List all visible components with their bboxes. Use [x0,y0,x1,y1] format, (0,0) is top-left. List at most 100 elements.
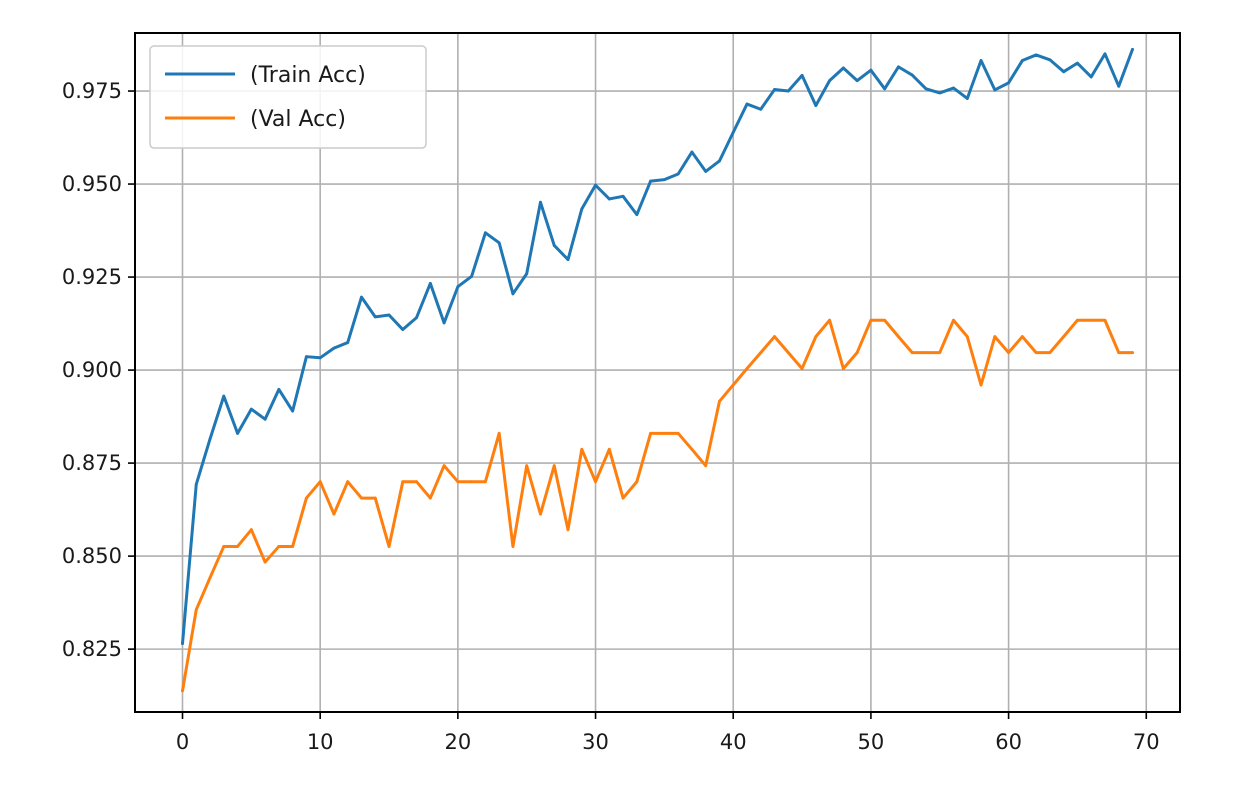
data-point [910,73,914,77]
data-point [786,351,790,354]
data-point [539,200,542,204]
data-point [1034,351,1038,354]
data-point [305,496,308,500]
data-point [786,89,790,93]
data-point [401,480,405,484]
data-point [594,183,597,187]
data-point [525,272,529,276]
series-line [181,47,1134,646]
data-point [828,318,831,322]
data-point [1007,81,1010,85]
data-point [979,383,983,387]
data-point [1089,318,1093,322]
data-point [291,409,295,413]
data-point [346,341,350,344]
data-point [745,367,749,370]
data-point [566,258,570,261]
data-point [1089,75,1093,79]
legend-label: (Train Acc) [250,63,366,88]
data-point [635,213,639,216]
data-point [1048,58,1052,62]
data-point [305,355,308,359]
data-point [580,207,584,211]
series-layer [181,47,1134,693]
data-point [484,231,487,235]
data-point [621,194,625,198]
series-val-acc [181,318,1134,693]
data-point [965,335,969,338]
data-point [470,480,474,484]
data-point [456,285,460,289]
data-point [814,335,818,338]
data-point [649,179,653,183]
x-tick-label: 10 [307,730,334,754]
x-tick-label: 20 [444,730,471,754]
data-point [773,335,776,338]
data-point [539,512,542,516]
data-point [1076,61,1079,65]
data-point [1076,318,1079,322]
data-point [222,545,226,548]
data-point [662,431,666,435]
data-point [387,545,391,548]
data-point [993,88,997,92]
data-point [552,244,556,247]
data-point [1117,84,1121,88]
y-tick-label: 0.850 [62,544,122,568]
data-point [1103,52,1107,56]
data-point [1062,70,1066,74]
y-tick-label: 0.925 [62,265,122,289]
data-point [291,545,295,548]
data-point [938,351,942,354]
data-point [470,274,474,278]
data-point [332,346,336,350]
plot-area-frame [134,32,1181,713]
data-point [497,431,501,435]
data-point [194,482,198,486]
y-tick-label: 0.875 [62,451,122,475]
data-point [566,528,570,532]
x-tick-label: 0 [176,730,189,754]
data-point [181,689,184,693]
data-point [1048,351,1052,354]
data-point [690,447,694,451]
series-line [181,318,1134,693]
data-point [401,328,405,331]
data-point [552,464,556,468]
data-point [607,197,611,201]
x-tick-label: 30 [582,730,609,754]
data-point [360,295,363,299]
data-point [236,431,239,435]
data-point [181,642,184,645]
data-point [828,79,831,83]
data-point [497,241,501,245]
data-point [208,437,212,441]
data-point [249,528,253,532]
data-point [277,388,281,391]
data-point [759,107,763,111]
data-point [525,464,529,468]
data-point [841,367,845,370]
data-point [594,480,597,484]
data-point [731,383,735,387]
data-point [855,351,859,354]
data-point [759,351,763,354]
legend-item: (Train Acc) [165,63,366,88]
data-point [718,399,721,403]
data-point [745,102,749,106]
data-point [236,545,239,548]
data-point [222,394,226,398]
data-point [690,150,694,154]
legend-box [149,45,427,149]
data-point [442,464,446,468]
data-point [897,65,900,69]
legend-item: (Val Acc) [165,107,346,132]
data-point [194,608,198,612]
data-point [428,281,432,285]
y-tick-label: 0.900 [62,358,122,382]
data-point [676,431,680,435]
data-point [263,417,267,421]
data-point [360,496,363,500]
x-tick-label: 40 [720,730,747,754]
